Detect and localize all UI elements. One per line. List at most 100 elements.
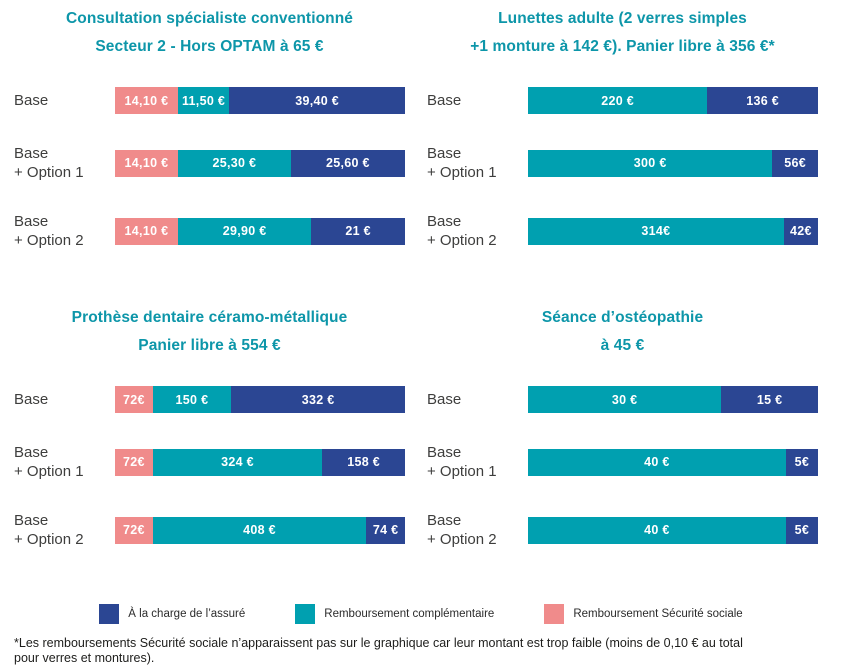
stacked-bar: 14,10 €25,30 €25,60 € — [115, 149, 405, 177]
legend-label: À la charge de l’assuré — [128, 608, 246, 620]
chart-title-line: +1 monture à 142 €). Panier libre à 356 … — [470, 38, 775, 55]
bar-segment-securite_sociale: 14,10 € — [115, 217, 178, 245]
row-label-line: Base — [14, 444, 49, 461]
bar-segment-complementaire: 40 € — [528, 448, 786, 476]
stacked-bar: 314€ 42€ — [528, 217, 818, 245]
bar-row: Base 30 €15 € — [427, 386, 818, 413]
row-label-line: + Option 2 — [427, 531, 497, 548]
row-label: Base + Option 1 — [427, 443, 528, 481]
row-label-line: + Option 2 — [14, 531, 84, 548]
row-label: Base + Option 1 — [14, 443, 115, 481]
row-label-line: + Option 1 — [14, 164, 84, 181]
bar-segment-complementaire: 220 € — [528, 87, 708, 114]
row-label: Base + Option 1 — [427, 144, 528, 182]
stacked-bar: 40 €5€ — [528, 516, 818, 544]
legend-swatch-securite_sociale — [544, 604, 565, 624]
footnote: *Les remboursements Sécurité sociale n’a… — [14, 636, 828, 666]
row-label: Base — [427, 390, 528, 409]
bar-segment-complementaire: 300 € — [528, 149, 773, 177]
chart-title: Consultation spécialiste conventionné Sec… — [14, 5, 405, 61]
row-label-line: + Option 1 — [427, 463, 497, 480]
legend: À la charge de l’assuré Remboursement com… — [0, 604, 842, 624]
legend-swatch-charge — [99, 604, 120, 624]
chart-prothese-dentaire: Prothèse dentaire céramo-métallique Panie… — [14, 304, 405, 549]
bar-segment-complementaire: 11,50 € — [177, 87, 230, 114]
chart-title-line: Prothèse dentaire céramo-métallique — [71, 309, 348, 326]
bar-rows: Base 30 €15 € Base + Option 1 40 €5€ Base + Op… — [427, 386, 818, 549]
row-label: Base + Option 2 — [14, 212, 115, 250]
bar-segment-charge: 74 € — [366, 516, 405, 544]
stacked-bar: 40 €5€ — [528, 448, 818, 476]
stacked-bar: 72€ 324 €158 € — [115, 448, 405, 476]
row-label-line: Base — [14, 145, 49, 162]
row-label: Base + Option 1 — [14, 144, 115, 182]
legend-label: Remboursement Sécurité sociale — [573, 608, 743, 620]
chart-title-line: Secteur 2 - Hors OPTAM à 65 € — [95, 38, 324, 55]
legend-item: À la charge de l’assuré — [99, 604, 245, 624]
bar-rows: Base 220 €136 € Base + Option 1 300 €56€ Base… — [427, 87, 818, 250]
bar-segment-securite_sociale: 72€ — [115, 448, 153, 476]
footnote-line-1: *Les remboursements Sécurité sociale n’a… — [14, 636, 743, 650]
footnote-line-2: pour verres et montures). — [14, 651, 155, 665]
chart-consultation-specialiste: Consultation spécialiste conventionné Sec… — [14, 5, 405, 250]
row-label-line: Base — [427, 145, 462, 162]
row-label-line: Base — [14, 92, 49, 109]
bar-segment-charge: 21 € — [311, 217, 405, 245]
bar-row: Base 72€ 150 €332 € — [14, 386, 405, 413]
chart-title: Lunettes adulte (2 verres simples +1 mont… — [427, 5, 818, 61]
bar-row: Base + Option 1 72€ 324 €158 € — [14, 443, 405, 481]
row-label: Base — [14, 390, 115, 409]
bar-row: Base + Option 1 14,10 €25,30 €25,60 € — [14, 144, 405, 182]
bar-segment-charge: 15 € — [721, 386, 818, 413]
row-label-line: Base — [14, 512, 49, 529]
chart-lunettes-adulte: Lunettes adulte (2 verres simples +1 mont… — [427, 5, 818, 250]
bar-segment-complementaire: 314€ — [528, 217, 784, 245]
bar-segment-charge: 332 € — [231, 386, 405, 413]
row-label-line: Base — [427, 444, 462, 461]
stacked-bar: 220 €136 € — [528, 87, 818, 114]
stacked-bar: 14,10 €11,50 €39,40 € — [115, 87, 405, 114]
chart-title: Prothèse dentaire céramo-métallique Panie… — [14, 304, 405, 360]
bar-segment-complementaire: 150 € — [152, 386, 232, 413]
chart-title: Séance d’ostéopathie à 45 € — [427, 304, 818, 360]
bar-row: Base 220 €136 € — [427, 87, 818, 114]
stacked-bar: 72€ 408 €74 € — [115, 516, 405, 544]
bar-segment-securite_sociale: 72€ — [115, 386, 153, 413]
row-label-line: Base — [14, 213, 49, 230]
bar-row: Base + Option 2 14,10 €29,90 €21 € — [14, 212, 405, 250]
row-label: Base — [14, 91, 115, 110]
row-label-line: Base — [427, 213, 462, 230]
bar-row: Base + Option 1 40 €5€ — [427, 443, 818, 481]
bar-segment-charge: 56€ — [772, 149, 818, 177]
bar-segment-complementaire: 324 € — [152, 448, 323, 476]
row-label: Base + Option 2 — [427, 511, 528, 549]
row-label: Base + Option 2 — [427, 212, 528, 250]
bar-segment-securite_sociale: 72€ — [115, 516, 153, 544]
bar-segment-charge: 39,40 € — [229, 87, 405, 114]
row-label-line: Base — [427, 92, 462, 109]
charts-grid: Consultation spécialiste conventionné Sec… — [14, 5, 818, 549]
bar-segment-charge: 42€ — [783, 217, 818, 245]
chart-title-line: Consultation spécialiste conventionné — [65, 10, 354, 27]
bar-segment-complementaire: 30 € — [528, 386, 722, 413]
chart-title-line: Séance d’ostéopathie — [541, 309, 704, 326]
chart-title-line: Panier libre à 554 € — [138, 337, 281, 354]
bar-segment-securite_sociale: 14,10 € — [115, 149, 178, 177]
bar-segment-charge: 25,60 € — [290, 149, 405, 177]
bar-row: Base + Option 1 300 €56€ — [427, 144, 818, 182]
bar-segment-complementaire: 40 € — [528, 516, 786, 544]
row-label-line: Base — [427, 391, 462, 408]
legend-item: Remboursement complémentaire — [295, 604, 494, 624]
stacked-bar: 72€ 150 €332 € — [115, 386, 405, 413]
stacked-bar: 30 €15 € — [528, 386, 818, 413]
row-label-line: + Option 1 — [427, 164, 497, 181]
bar-row: Base + Option 2 40 €5€ — [427, 511, 818, 549]
row-label-line: Base — [14, 391, 49, 408]
bar-segment-complementaire: 29,90 € — [177, 217, 312, 245]
stacked-bar: 300 €56€ — [528, 149, 818, 177]
bar-segment-complementaire: 408 € — [152, 516, 367, 544]
chart-title-line: Lunettes adulte (2 verres simples — [498, 10, 747, 27]
chart-title-line: à 45 € — [600, 337, 645, 354]
